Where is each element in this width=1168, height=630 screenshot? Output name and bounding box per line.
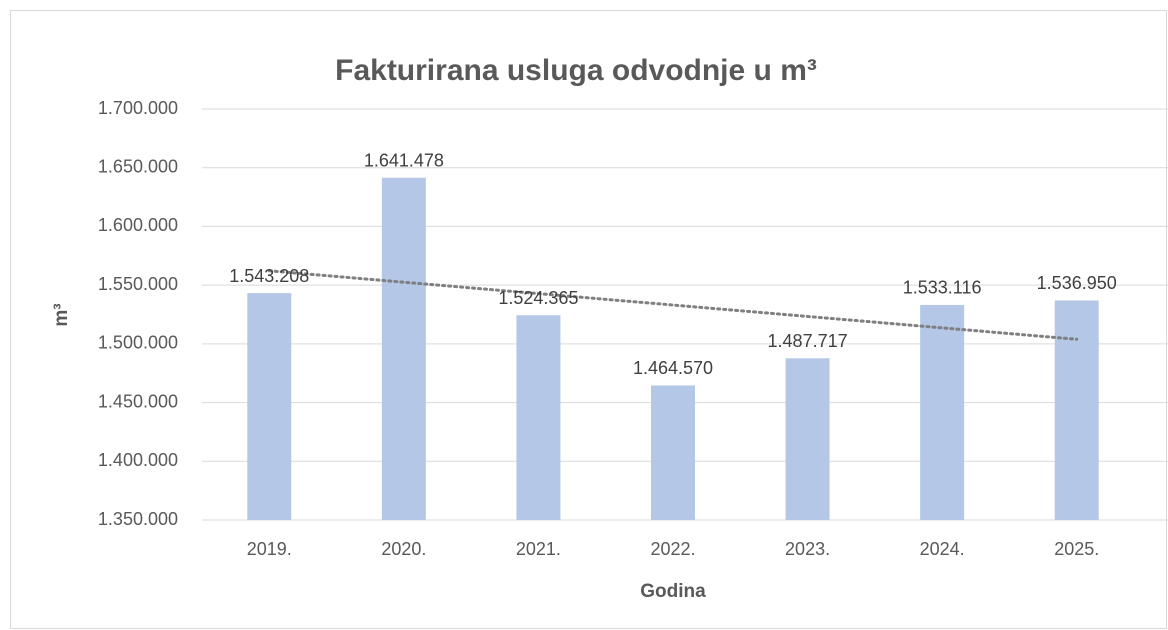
x-tick-label: 2025.: [1054, 539, 1099, 559]
y-tick-label: 1.500.000: [98, 333, 178, 353]
bar: [247, 293, 292, 520]
x-tick-label: 2024.: [920, 539, 965, 559]
bar: [381, 177, 426, 520]
x-tick-label: 2022.: [650, 539, 695, 559]
y-tick-label: 1.700.000: [98, 98, 178, 118]
x-tick-label: 2020.: [381, 539, 426, 559]
bar: [920, 304, 965, 520]
y-tick-label: 1.350.000: [98, 509, 178, 529]
y-tick-label: 1.550.000: [98, 274, 178, 294]
data-label: 1.536.950: [1037, 273, 1117, 293]
bar: [1054, 300, 1099, 520]
data-label: 1.487.717: [768, 331, 848, 351]
data-label: 1.533.116: [903, 278, 982, 298]
bar: [516, 315, 561, 520]
y-axis-label: m³: [51, 303, 72, 326]
x-tick-label: 2021.: [516, 539, 561, 559]
bar: [651, 385, 695, 520]
data-label: 1.641.478: [364, 150, 444, 170]
y-tick-label: 1.400.000: [98, 450, 178, 470]
chart-title: Fakturirana usluga odvodnje u m³: [335, 54, 817, 87]
x-tick-label: 2019.: [247, 539, 292, 559]
x-tick-label: 2023.: [785, 539, 830, 559]
bar: [785, 358, 830, 520]
data-label: 1.524.365: [498, 288, 578, 308]
y-tick-label: 1.650.000: [98, 156, 178, 176]
x-axis-label: Godina: [640, 581, 706, 602]
data-label: 1.464.570: [633, 358, 713, 378]
data-label: 1.543.208: [229, 266, 309, 286]
chart-frame: [10, 10, 1167, 629]
y-tick-label: 1.450.000: [98, 391, 178, 411]
y-tick-label: 1.600.000: [98, 215, 178, 235]
trendline: [267, 269, 1079, 341]
